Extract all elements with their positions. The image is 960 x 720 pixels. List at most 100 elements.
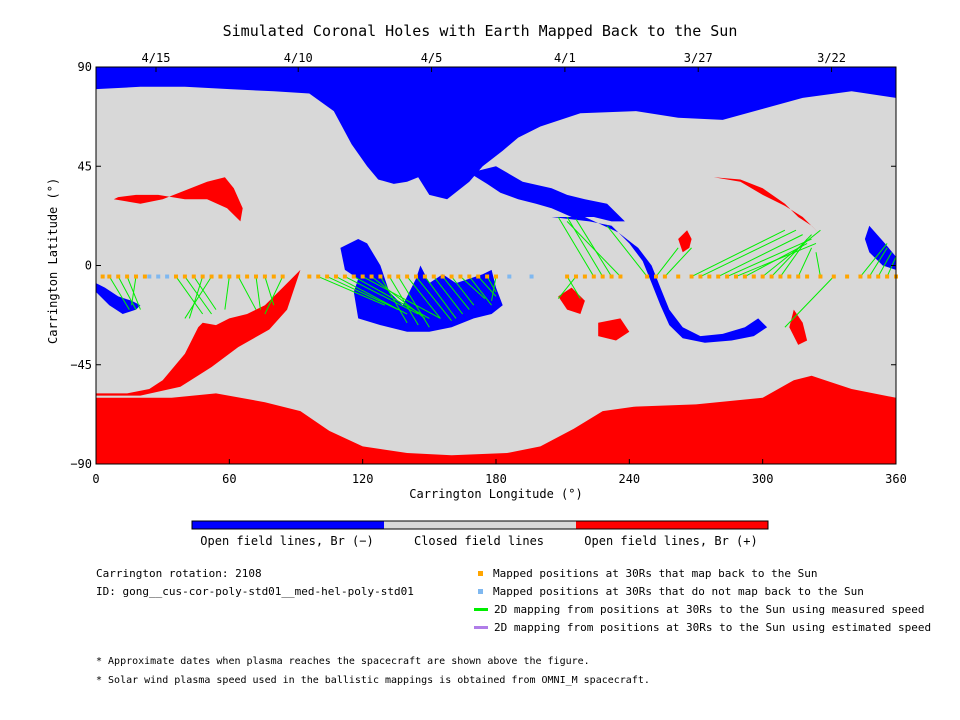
colorbar-frame: [191, 520, 769, 530]
region-north-ext-lobe: [469, 166, 625, 222]
colorbar-label-closed: Closed field lines: [413, 534, 545, 548]
measured-mapping-line: [326, 276, 399, 311]
footnote-dates: * Approximate dates when plasma reaches …: [96, 656, 590, 667]
legend-label: Mapped positions at 30Rs that do not map…: [493, 584, 864, 598]
measured-mapping-line: [188, 276, 204, 319]
mapped-point: [307, 274, 312, 279]
colorbar-segment: [192, 521, 384, 529]
measured-mapping-line: [388, 276, 419, 326]
measured-mapping-line: [797, 247, 813, 277]
mapped-point: [378, 274, 383, 279]
mapping-line-layer: [108, 216, 896, 328]
measured-mapping-line: [117, 276, 137, 310]
measured-mapping-line: [255, 276, 261, 310]
mapped-point: [751, 274, 756, 279]
unmapped-point: [147, 274, 152, 279]
region-positive-small-1: [678, 230, 692, 253]
unmapped-point: [507, 274, 512, 279]
x-tick-label: 120: [352, 472, 374, 486]
mapped-point: [494, 274, 498, 279]
measured-mapping-line: [655, 247, 679, 277]
mapped-point: [174, 274, 178, 279]
y-tick-label: 90: [78, 60, 92, 74]
measured-mapping-line: [486, 276, 497, 293]
mapped-point: [125, 274, 130, 279]
measured-mapping-line: [691, 229, 786, 277]
mapped-point: [725, 274, 730, 279]
unmapped-point: [165, 274, 170, 279]
mapped-point: [876, 274, 881, 279]
y-tick-label: 0: [85, 259, 92, 273]
legend-label: Mapped positions at 30Rs that map back t…: [493, 566, 818, 580]
region-positive-small-3: [598, 318, 630, 341]
measured-mapping-line: [877, 252, 892, 277]
x-axis-label: Carrington Longitude (°): [409, 487, 583, 501]
mapped-point: [485, 274, 490, 279]
measured-mapping-line: [451, 276, 475, 306]
mapped-point: [100, 274, 105, 279]
measured-mapping-line: [566, 221, 621, 277]
footnote-speed: * Solar wind plasma speed used in the ba…: [96, 675, 650, 686]
measured-mapping-line: [344, 276, 419, 315]
measured-mapping-line: [371, 276, 426, 319]
mapped-point: [116, 274, 121, 279]
measured-mapping-line: [557, 276, 577, 299]
mapped-point: [591, 274, 596, 279]
legend-label: 2D mapping from positions at 30Rs to the…: [494, 602, 925, 616]
mapped-point: [582, 274, 587, 279]
legend-square-icon: [478, 588, 483, 594]
measured-mapping-line: [131, 276, 137, 306]
mapped-point: [476, 274, 481, 279]
colorbar-segment: [384, 521, 576, 529]
measured-mapping-line: [886, 256, 896, 277]
measured-mapping-line: [784, 276, 835, 328]
legend-line-icon: [474, 607, 488, 611]
axes-layer: 0 60 120 180 240 300 360 90 45 0 −45 −90 4/15 4/10 4/5…: [70, 51, 907, 486]
measured-mapping-line: [491, 276, 497, 301]
date-tick-label: 4/1: [554, 51, 576, 65]
mapped-point: [254, 274, 258, 279]
region-south-polar-base: [96, 375, 896, 464]
mapped-point: [831, 274, 836, 279]
mapped-point: [236, 274, 241, 279]
measured-mapping-line: [460, 276, 486, 299]
measured-mapping-line: [108, 276, 130, 310]
y-tick-label: −45: [70, 358, 92, 372]
mapped-point: [227, 274, 232, 279]
measured-mapping-line: [264, 276, 275, 306]
measured-mapping-line: [335, 276, 408, 315]
legend-line-icon: [474, 625, 488, 629]
date-tick-label: 4/10: [284, 51, 313, 65]
mapped-point: [458, 274, 463, 279]
measured-mapping-line: [700, 229, 797, 277]
unmapped-point: [529, 274, 534, 279]
mapped-point: [676, 274, 681, 279]
mapped-point: [334, 274, 338, 279]
date-tick-label: 4/15: [142, 51, 171, 65]
measured-mapping-line: [726, 238, 812, 277]
mapped-point: [369, 274, 374, 279]
measured-mapping-line: [397, 276, 430, 328]
measured-mapping-line: [406, 276, 441, 319]
x-tick-label: 240: [618, 472, 640, 486]
mapped-point: [396, 274, 401, 279]
measured-mapping-line: [224, 276, 230, 310]
colorbar-label-negative: Open field lines, Br (−): [200, 534, 374, 548]
unmapped-point: [156, 274, 161, 279]
mapped-point: [716, 274, 721, 279]
mapped-point: [209, 274, 214, 279]
mapped-point: [200, 274, 205, 279]
mapped-point: [654, 274, 658, 279]
region-south-polar-hole: [96, 269, 301, 396]
mapped-point: [191, 274, 196, 279]
mapped-point: [698, 274, 703, 279]
mapped-point: [867, 274, 872, 279]
x-tick-label: 180: [485, 472, 507, 486]
mapped-point: [342, 274, 347, 279]
mapped-point: [351, 274, 356, 279]
mapped-point: [787, 274, 792, 279]
mapped-point-layer: [100, 274, 898, 279]
mapped-point: [316, 274, 321, 279]
mapped-point: [449, 274, 454, 279]
measured-mapping-line: [468, 276, 492, 306]
